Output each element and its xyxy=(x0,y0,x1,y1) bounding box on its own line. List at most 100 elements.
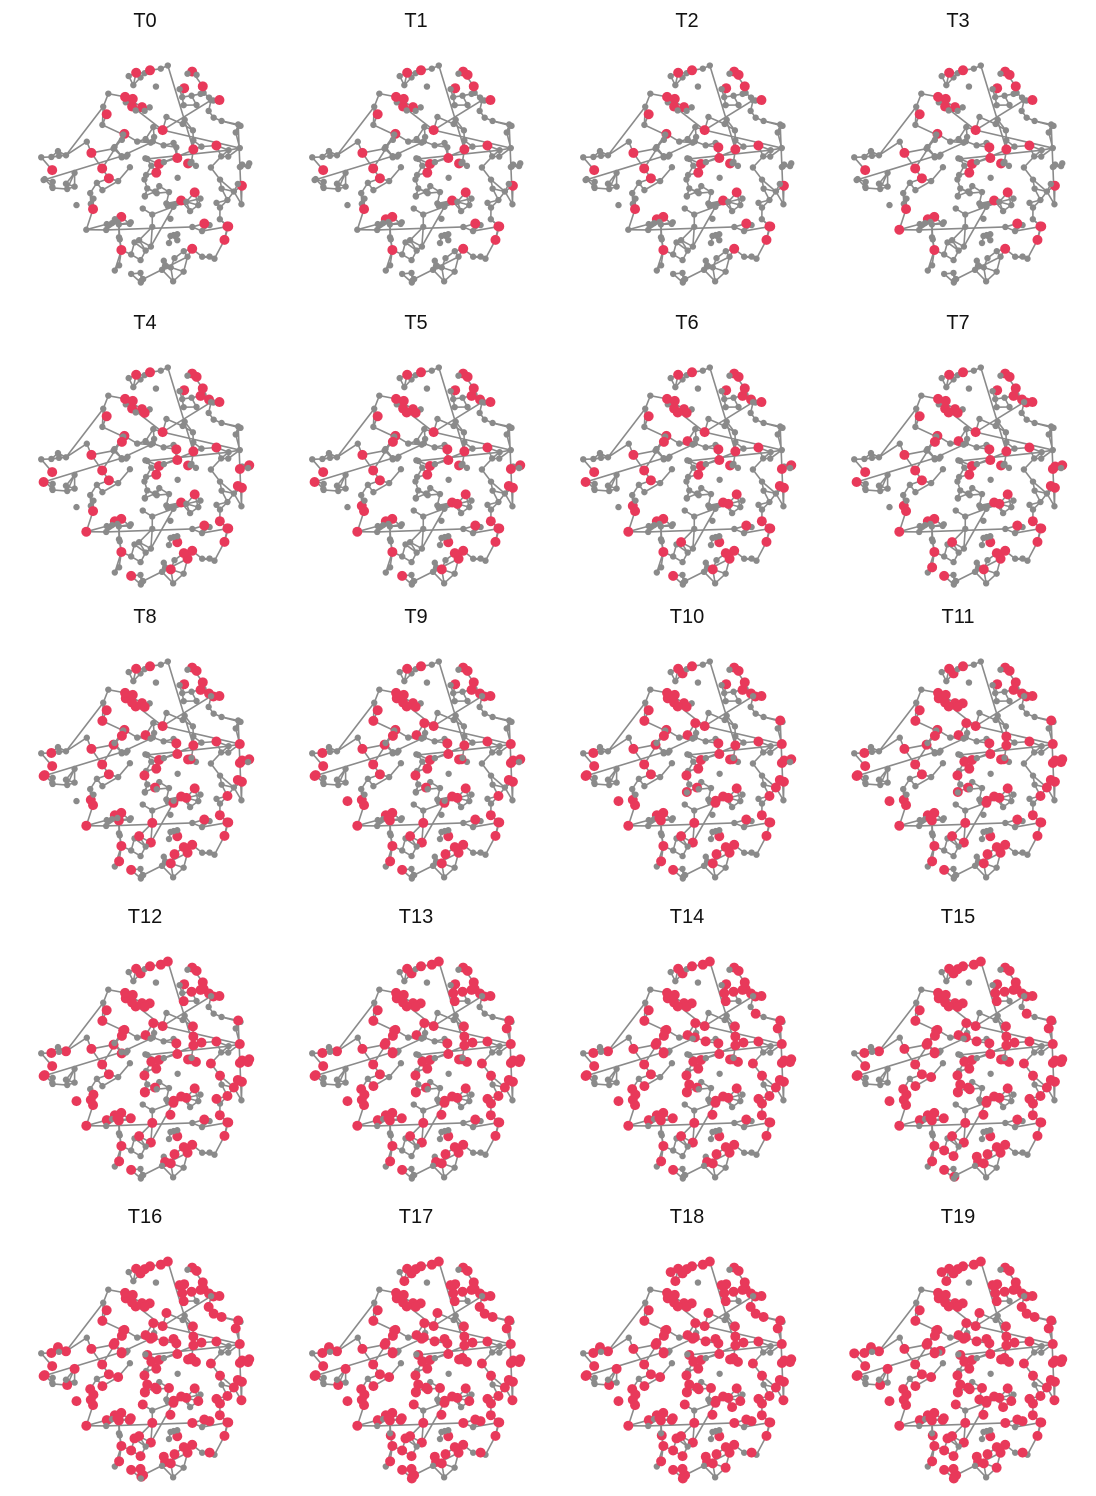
inactive-node xyxy=(903,195,909,201)
graph-edge xyxy=(66,703,103,752)
inactive-node xyxy=(1031,185,1037,191)
inactive-node xyxy=(1050,145,1056,151)
inactive-node xyxy=(441,278,447,284)
inactive-node xyxy=(385,219,391,225)
inactive-node xyxy=(470,530,476,536)
inactive-node xyxy=(358,190,364,196)
inactive-node xyxy=(629,492,635,498)
active-node xyxy=(1001,446,1011,456)
inactive-node xyxy=(355,139,361,145)
inactive-node xyxy=(598,153,604,159)
inactive-node xyxy=(411,507,417,513)
inactive-node xyxy=(452,248,458,254)
inactive-node xyxy=(759,216,765,222)
graph-edge xyxy=(168,368,194,452)
active-node xyxy=(485,95,495,105)
inactive-node xyxy=(170,202,176,208)
inactive-node xyxy=(658,564,664,570)
inactive-node xyxy=(913,406,919,412)
inactive-node xyxy=(149,224,155,230)
inactive-node xyxy=(994,102,1000,108)
inactive-node xyxy=(993,570,999,576)
inactive-node xyxy=(705,502,711,508)
inactive-node xyxy=(210,416,216,422)
inactive-node xyxy=(365,180,371,186)
inactive-node xyxy=(401,384,407,390)
inactive-node xyxy=(445,477,451,483)
active-node xyxy=(630,506,640,516)
inactive-node xyxy=(686,487,692,493)
inactive-node xyxy=(976,114,982,120)
inactive-node xyxy=(49,486,55,492)
inactive-node xyxy=(691,224,697,230)
inactive-node xyxy=(508,447,514,453)
inactive-node xyxy=(1026,200,1032,206)
inactive-node xyxy=(752,114,758,120)
active-node xyxy=(461,187,471,197)
inactive-node xyxy=(481,416,487,422)
inactive-node xyxy=(987,175,993,181)
inactive-node xyxy=(739,91,745,97)
inactive-node xyxy=(479,466,485,472)
inactive-node xyxy=(450,94,456,100)
active-node xyxy=(47,467,57,477)
inactive-node xyxy=(116,262,122,268)
inactive-node xyxy=(161,461,167,467)
inactive-node xyxy=(683,176,689,182)
active-node xyxy=(1032,235,1042,245)
inactive-node xyxy=(723,419,729,425)
active-node xyxy=(402,68,412,78)
inactive-node xyxy=(712,580,718,586)
inactive-node xyxy=(966,83,972,89)
inactive-node xyxy=(63,454,69,460)
inactive-node xyxy=(459,461,465,467)
inactive-node xyxy=(1037,197,1043,203)
inactive-node xyxy=(897,441,903,447)
active-node xyxy=(459,144,469,154)
inactive-node xyxy=(111,740,117,746)
inactive-node xyxy=(184,71,190,77)
active-node xyxy=(452,499,462,509)
inactive-node xyxy=(1050,164,1056,170)
inactive-node xyxy=(375,221,381,227)
inactive-node xyxy=(73,202,79,208)
active-node xyxy=(756,95,766,105)
inactive-node xyxy=(580,456,586,462)
inactive-node xyxy=(582,177,588,183)
inactive-node xyxy=(40,177,46,183)
inactive-node xyxy=(1010,91,1016,97)
network-graph xyxy=(0,596,290,886)
inactive-node xyxy=(696,492,702,498)
graph-edge xyxy=(710,66,736,150)
inactive-node xyxy=(691,526,697,532)
inactive-node xyxy=(370,424,376,430)
active-node xyxy=(730,144,740,154)
inactive-node xyxy=(502,490,508,496)
inactive-node xyxy=(747,108,753,114)
inactive-node xyxy=(438,518,444,524)
inactive-node xyxy=(732,429,738,435)
inactive-node xyxy=(779,447,785,453)
inactive-node xyxy=(140,801,146,807)
active-node xyxy=(1000,244,1010,254)
inactive-node xyxy=(115,774,121,780)
active-node xyxy=(215,516,225,526)
inactive-node xyxy=(941,553,947,559)
inactive-node xyxy=(165,364,171,370)
inactive-node xyxy=(705,114,711,120)
inactive-node xyxy=(174,477,180,483)
active-node xyxy=(188,740,198,750)
inactive-node xyxy=(626,139,632,145)
active-node xyxy=(97,716,107,726)
inactive-node xyxy=(225,749,231,755)
inactive-node xyxy=(613,472,619,478)
inactive-node xyxy=(84,735,90,741)
inactive-node xyxy=(740,143,746,149)
active-node xyxy=(318,467,328,477)
node-layer xyxy=(309,364,525,587)
active-node xyxy=(352,527,362,537)
inactive-node xyxy=(962,513,968,519)
inactive-node xyxy=(452,117,458,123)
inactive-node xyxy=(374,529,380,535)
inactive-node xyxy=(382,144,388,150)
